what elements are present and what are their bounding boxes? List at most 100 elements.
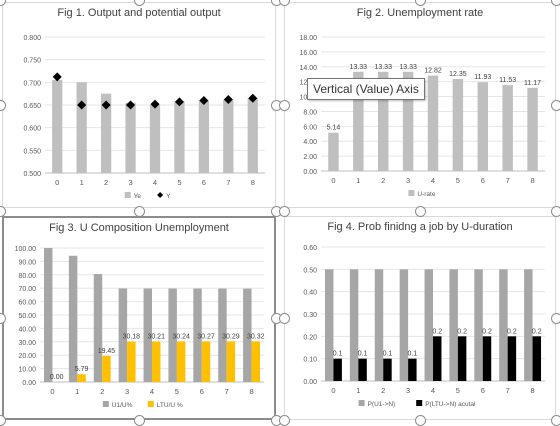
resize-handle[interactable] (551, 206, 560, 217)
legend-swatch (416, 400, 423, 406)
y-tick-label: 40.00 (18, 326, 36, 333)
data-point-marker (150, 99, 160, 109)
x-tick-label: 4 (153, 178, 157, 187)
resize-handle[interactable] (279, 415, 290, 426)
legend-label: U1/U% (112, 402, 133, 409)
chart-fig2-unemployment-rate[interactable]: Fig 2. Unemployment rate 0.00 2.00 4.00 6.0… (284, 2, 556, 208)
x-tick-label: 8 (530, 386, 534, 395)
y-tick-label: 90.00 (18, 259, 36, 266)
bar (118, 288, 128, 382)
data-label: 30.18 (123, 334, 141, 341)
bar (77, 374, 86, 382)
bar (457, 336, 467, 381)
data-label: 0.00 (50, 374, 64, 381)
x-tick-label: 2 (104, 178, 108, 187)
legend-label: U-rate (417, 191, 435, 198)
data-point-marker (174, 97, 184, 107)
x-tick-label: 5 (456, 176, 460, 185)
legend-label: P(U1->N) (368, 401, 396, 408)
resize-handle[interactable] (134, 206, 145, 217)
bar (168, 288, 177, 382)
bar (247, 98, 258, 173)
data-point-marker (223, 95, 233, 105)
bar (333, 358, 342, 381)
x-tick-label: 5 (177, 178, 181, 187)
y-tick-label: 10.00 (18, 367, 36, 374)
bar (507, 336, 517, 381)
x-tick-label: 4 (150, 387, 154, 396)
x-tick-label: 7 (225, 387, 229, 396)
y-tick-label: 70.00 (18, 286, 36, 293)
y-tick-label: 0.20 (303, 334, 317, 341)
x-tick-label: 0 (50, 387, 54, 396)
resize-handle[interactable] (415, 206, 426, 217)
resize-handle[interactable] (551, 0, 560, 6)
bar (399, 269, 409, 381)
x-tick-label: 3 (406, 386, 410, 395)
bar (324, 269, 334, 381)
bar (383, 358, 392, 381)
x-tick-label: 7 (506, 386, 510, 395)
bar (449, 269, 458, 381)
data-label: 30.27 (197, 333, 215, 340)
bar (377, 71, 389, 171)
data-label: 0.1 (383, 351, 393, 358)
bar (328, 132, 339, 171)
y-tick-label: 0.500 (23, 171, 41, 178)
legend-swatch (102, 401, 109, 407)
data-label: 0.1 (358, 351, 368, 358)
data-label: 0.1 (333, 351, 343, 358)
data-point-marker (199, 95, 209, 105)
y-tick-label: 0.50 (303, 267, 317, 274)
resize-handle[interactable] (551, 100, 560, 111)
data-label: 11.53 (499, 77, 516, 84)
data-label: 0.2 (532, 328, 542, 335)
bar (226, 341, 236, 382)
y-tick-label: 0.30 (303, 312, 317, 319)
y-tick-label: 0.650 (23, 103, 41, 110)
x-tick-label: 1 (75, 387, 79, 396)
bar (76, 82, 87, 173)
x-tick-label: 0 (331, 176, 335, 185)
chart-fig4-prob-finding-job[interactable]: Fig 4. Prob finidng a job by U-duration … (284, 216, 556, 420)
resize-handle[interactable] (279, 100, 290, 111)
y-tick-label: 18.00 (299, 35, 317, 42)
legend-label: Y (166, 193, 171, 200)
y-tick-label: 100.00 (15, 246, 37, 253)
resize-handle[interactable] (551, 415, 560, 426)
data-label: 12.82 (424, 68, 442, 75)
bar (474, 269, 483, 381)
resize-handle[interactable] (551, 313, 560, 324)
y-tick-label: 0.00 (303, 379, 317, 386)
x-tick-label: 4 (431, 386, 435, 395)
bar (176, 341, 186, 382)
x-tick-label: 4 (431, 176, 435, 185)
resize-handle[interactable] (0, 415, 6, 426)
bar (100, 93, 112, 173)
chart-fig3-u-composition[interactable]: Fig 3. U Composition Unemployment 0.00 10… (2, 216, 276, 420)
y-tick-label: 80.00 (18, 273, 36, 280)
resize-handle[interactable] (279, 313, 290, 324)
data-point-marker (248, 93, 258, 103)
chart-fig1-output[interactable]: Fig 1. Output and potential output 0.500… (2, 2, 276, 208)
data-label: 0.2 (482, 328, 492, 335)
x-tick-label: 5 (175, 387, 179, 396)
bar (527, 87, 538, 171)
data-label: 30.21 (147, 334, 165, 341)
bar (218, 288, 227, 382)
legend-swatch (157, 192, 164, 198)
y-tick-label: 8.00 (303, 109, 317, 116)
resize-handle[interactable] (415, 415, 426, 426)
chart-title: Fig 1. Output and potential output (57, 7, 221, 19)
data-label: 30.24 (172, 333, 190, 340)
data-label: 30.32 (247, 333, 265, 340)
bar (102, 355, 111, 382)
data-point-marker (77, 100, 87, 110)
resize-handle[interactable] (279, 206, 290, 217)
bar (433, 336, 442, 381)
resize-handle[interactable] (134, 415, 145, 426)
x-tick-label: 6 (481, 386, 485, 395)
y-tick-label: 20.00 (18, 353, 36, 360)
bar (125, 102, 136, 173)
bar (499, 269, 508, 381)
